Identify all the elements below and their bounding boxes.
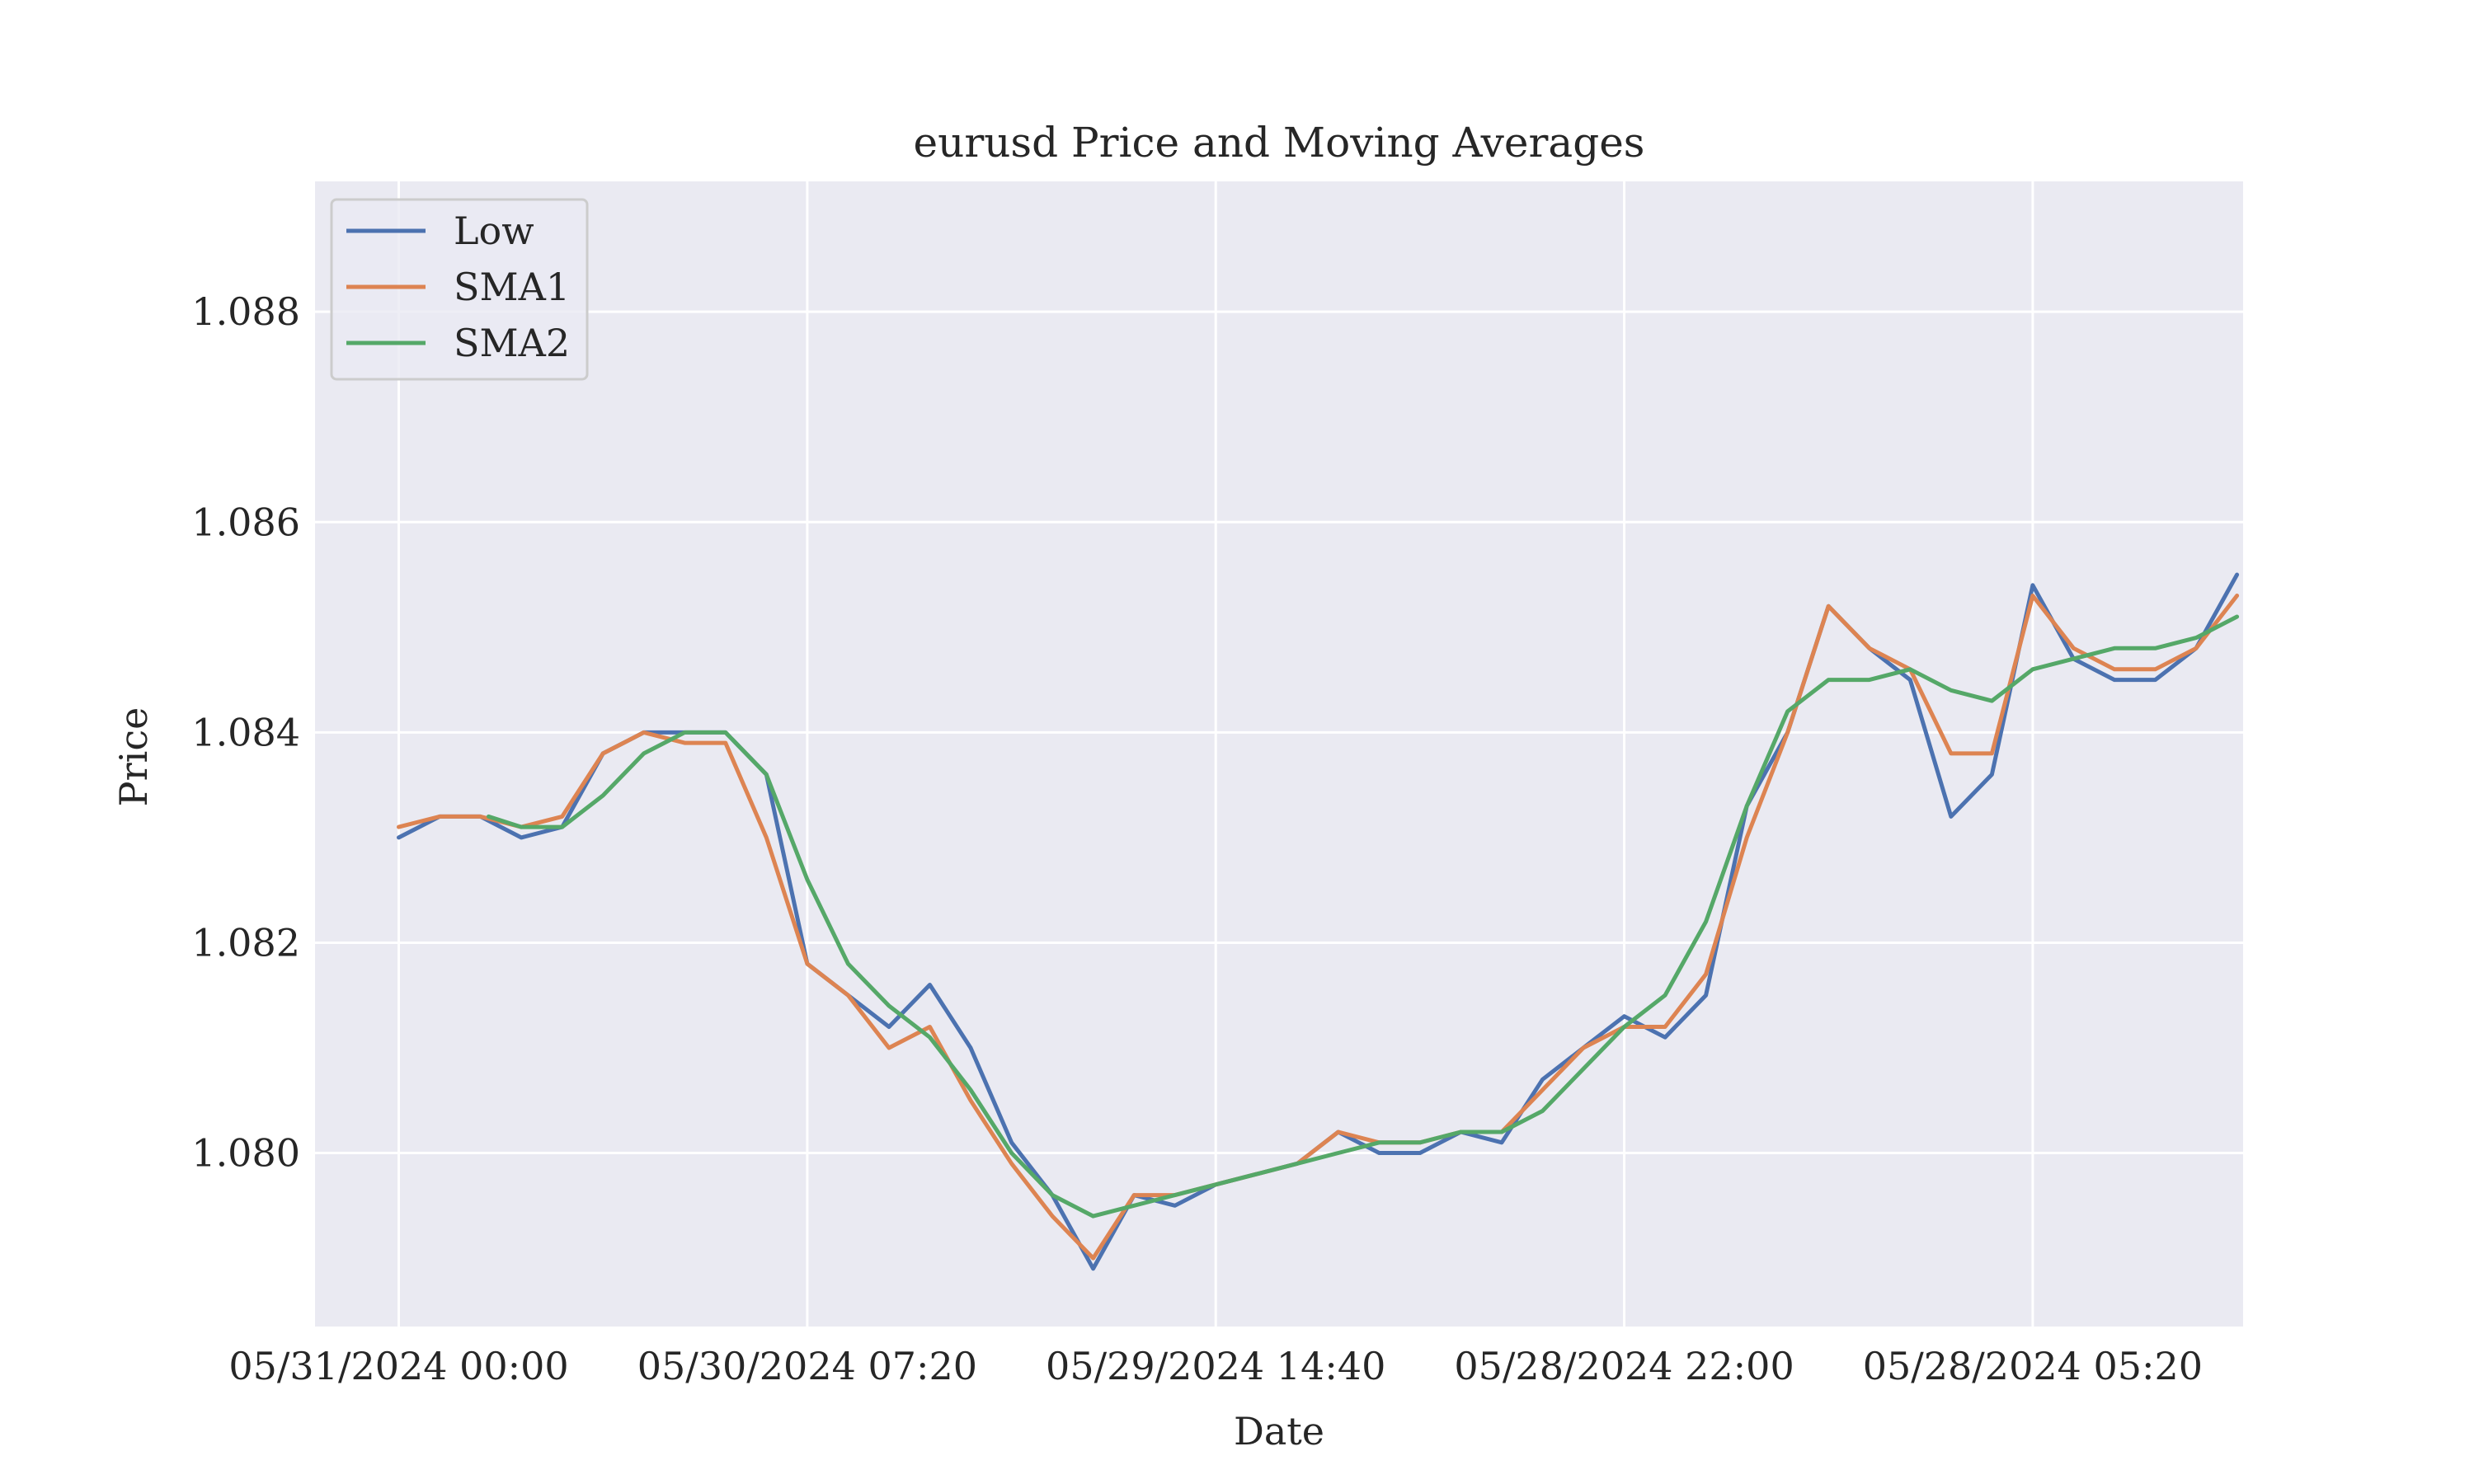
y-tick-label: 1.086 xyxy=(191,500,300,544)
y-tick-label: 1.082 xyxy=(191,920,300,965)
series-layer xyxy=(397,572,2240,1271)
x-tick-label: 05/30/2024 07:20 xyxy=(637,1344,977,1388)
ticks: 1.080 1.082 1.084 1.086 1.088 05/31/2024 00:0… xyxy=(191,289,2203,1388)
x-axis-label: Date xyxy=(1234,1409,1324,1453)
x-tick-label: 05/28/2024 05:20 xyxy=(1863,1344,2203,1388)
legend-label: SMA2 xyxy=(454,321,570,365)
y-tick-label: 1.080 xyxy=(191,1131,300,1176)
series-line-sma1 xyxy=(397,594,2240,1261)
x-tick-label: 05/28/2024 22:00 xyxy=(1454,1344,1794,1388)
series-line-sma2 xyxy=(487,614,2240,1219)
legend: Low SMA1 SMA2 xyxy=(330,198,589,381)
y-tick-label: 1.084 xyxy=(191,710,300,754)
legend-label: SMA1 xyxy=(454,265,570,309)
y-axis-label: Price xyxy=(111,707,156,807)
grid xyxy=(315,181,2243,1327)
y-tick-label: 1.088 xyxy=(191,289,300,334)
legend-label: Low xyxy=(454,209,534,253)
legend-box xyxy=(330,198,589,381)
x-tick-label: 05/31/2024 00:00 xyxy=(228,1344,568,1388)
plot-area xyxy=(315,181,2243,1327)
x-tick-label: 05/29/2024 14:40 xyxy=(1046,1344,1385,1388)
chart-title: eurusd Price and Moving Averages xyxy=(914,119,1645,167)
